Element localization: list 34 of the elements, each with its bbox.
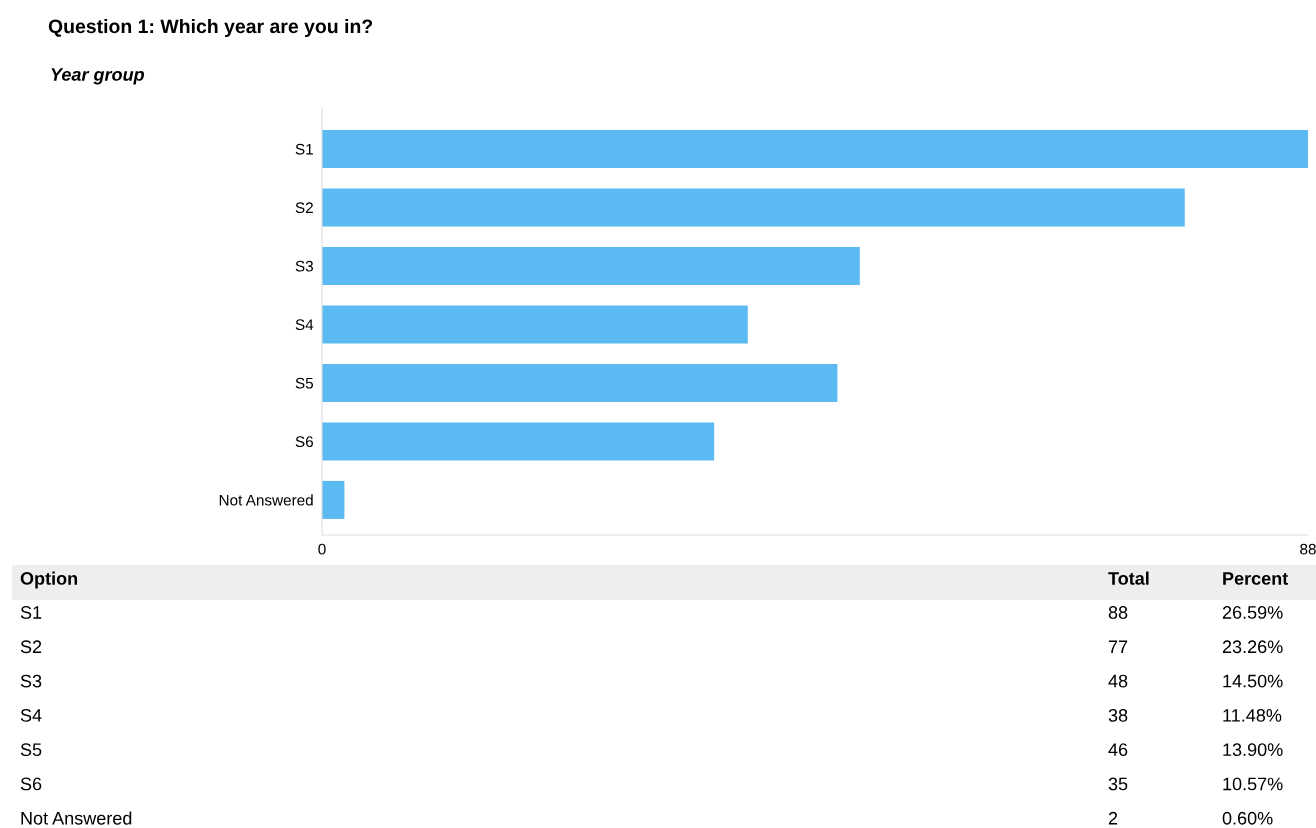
text: 88 bbox=[1108, 606, 1128, 619]
y-tick-label: S5 bbox=[295, 377, 314, 389]
text: 14.50% bbox=[1223, 674, 1283, 688]
text: 0.60% bbox=[1222, 811, 1273, 825]
category-label: S1 bbox=[20, 606, 42, 619]
text: Year group bbox=[51, 68, 145, 85]
text: 26.59% bbox=[1222, 606, 1283, 619]
category-label: Not Answered bbox=[21, 811, 132, 825]
text: Total bbox=[1108, 571, 1149, 585]
y-tick-label: S4 bbox=[295, 319, 314, 331]
text: 2 bbox=[1108, 811, 1118, 825]
text: 13.90% bbox=[1223, 743, 1283, 757]
text: 10.57% bbox=[1223, 777, 1283, 791]
category-label: S3 bbox=[20, 674, 42, 688]
y-tick-label: Not Answered bbox=[219, 494, 313, 506]
text: 77 bbox=[1108, 640, 1128, 653]
category-label: S2 bbox=[20, 640, 42, 654]
text: 46 bbox=[1108, 743, 1128, 757]
y-tick-label: S2 bbox=[295, 202, 313, 214]
category-label: S6 bbox=[20, 777, 42, 791]
text: 48 bbox=[1108, 674, 1128, 688]
text: 38 bbox=[1108, 708, 1128, 722]
category-label: S5 bbox=[20, 743, 42, 757]
text: Option bbox=[20, 571, 78, 589]
text: Percent bbox=[1223, 572, 1289, 585]
chart-title: Question 1: Which year are you in? bbox=[48, 18, 373, 38]
category-label: S4 bbox=[20, 708, 42, 722]
text: 35 bbox=[1108, 777, 1128, 791]
y-tick-label: S3 bbox=[295, 260, 313, 272]
x-tick-label: 0 bbox=[318, 543, 326, 555]
text: 11.48% bbox=[1223, 708, 1282, 722]
text: 23.26% bbox=[1222, 640, 1283, 654]
y-tick-label: S6 bbox=[295, 436, 313, 448]
y-tick-label: S1 bbox=[295, 143, 313, 155]
